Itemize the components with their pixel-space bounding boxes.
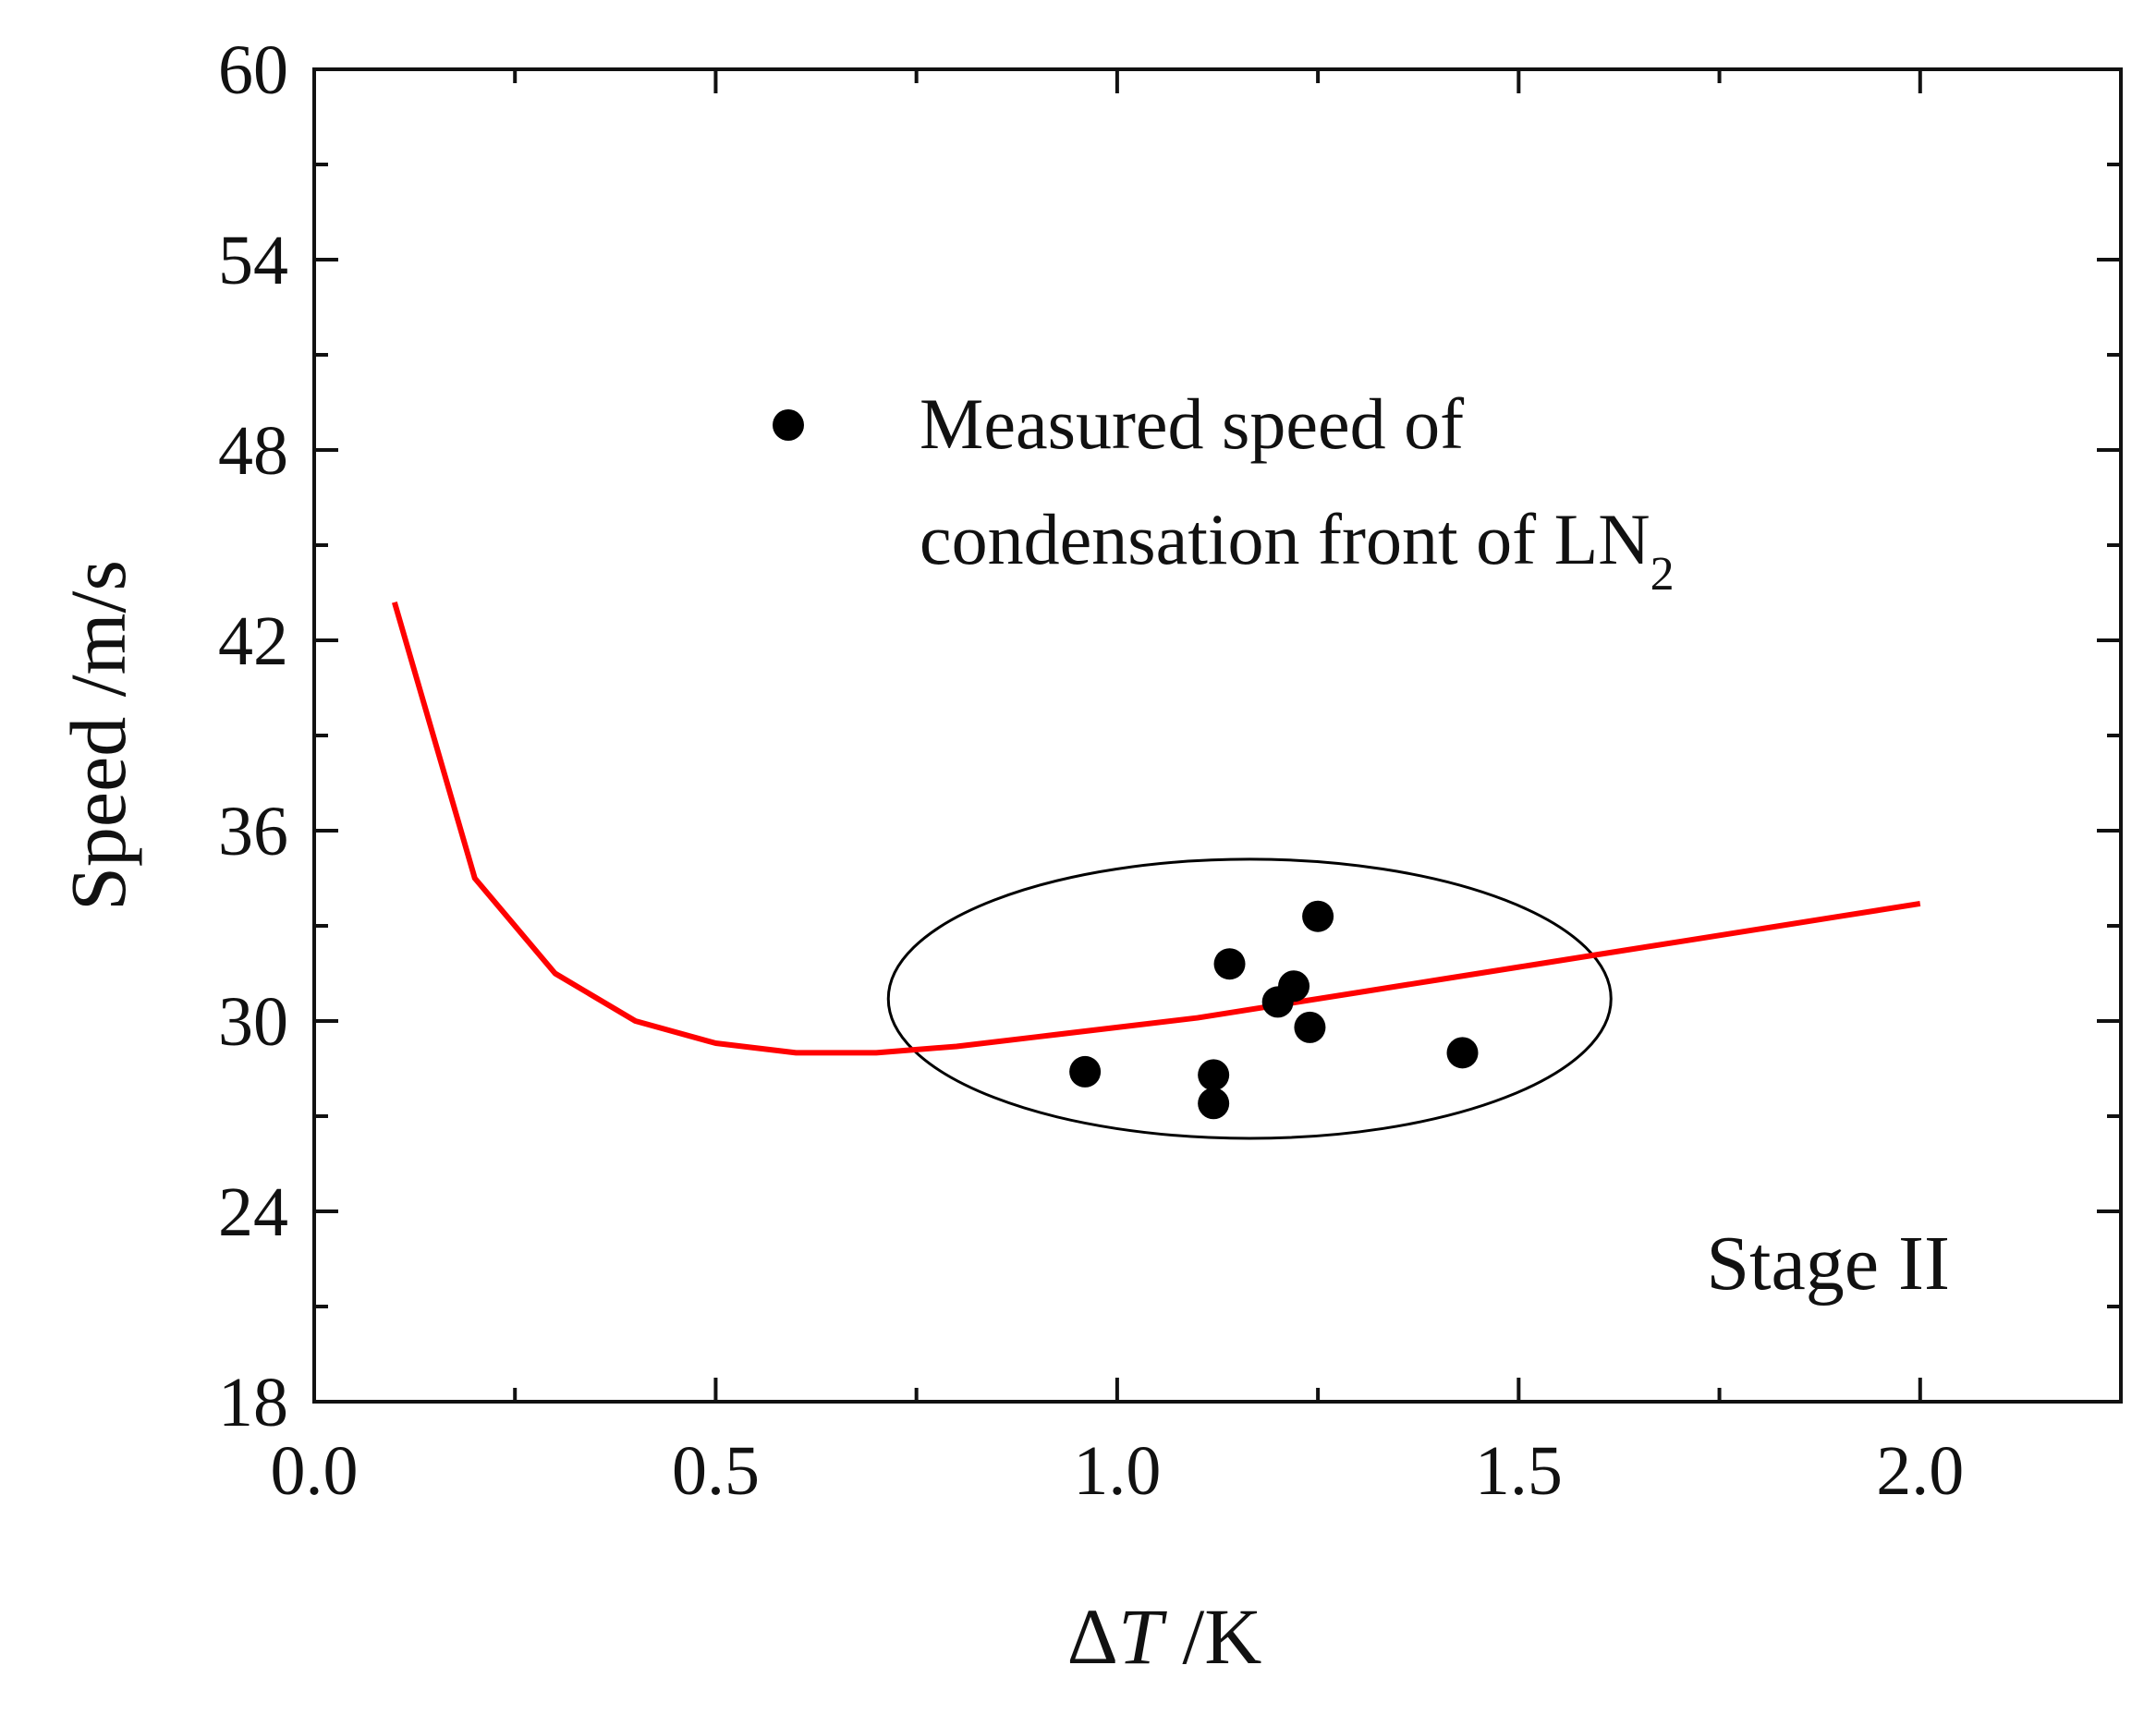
y-tick-label: 30 bbox=[218, 983, 288, 1061]
axis-ticks bbox=[312, 67, 2121, 1404]
y-axis-title: Speed /m/s bbox=[54, 560, 142, 911]
measured-point bbox=[1294, 1011, 1326, 1043]
x-axis-title: ΔT /K bbox=[1067, 1592, 1262, 1681]
measured-point bbox=[1302, 900, 1334, 932]
annotations bbox=[886, 857, 1613, 1140]
x-tick-label: 2.0 bbox=[1876, 1432, 1964, 1510]
measured-point bbox=[1198, 1088, 1230, 1120]
measured-point bbox=[1213, 948, 1246, 980]
x-tick-label: 0.5 bbox=[672, 1432, 760, 1510]
y-tick-label: 54 bbox=[218, 222, 288, 299]
legend-label-line1: Measured speed of bbox=[920, 383, 1464, 464]
y-tick-label: 60 bbox=[218, 31, 288, 109]
highlight-ellipse bbox=[886, 857, 1613, 1140]
legend-label-line2: condensation front of LN2 bbox=[920, 499, 1675, 601]
tick-labels: 0.0 0.5 1.0 1.5 2.0 18 24 30 36 42 48 54 60 bbox=[218, 31, 1964, 1510]
y-tick-label: 36 bbox=[218, 793, 288, 870]
measured-point bbox=[1278, 970, 1310, 1003]
legend: Measured speed of condensation front of … bbox=[773, 383, 1675, 601]
x-tick-label: 1.0 bbox=[1073, 1432, 1161, 1510]
y-tick-label: 24 bbox=[218, 1173, 288, 1251]
model-curve-line bbox=[392, 601, 1921, 1056]
measured-point bbox=[1198, 1059, 1230, 1091]
legend-marker bbox=[773, 409, 804, 441]
measured-point bbox=[1069, 1055, 1102, 1088]
series-layer bbox=[392, 601, 1921, 1120]
x-tick-label: 1.5 bbox=[1475, 1432, 1563, 1510]
x-tick-label: 0.0 bbox=[271, 1432, 359, 1510]
y-tick-label: 18 bbox=[218, 1364, 288, 1441]
stage-label: Stage II bbox=[1706, 1221, 1950, 1307]
y-tick-label: 48 bbox=[218, 412, 288, 490]
measured-point bbox=[1446, 1037, 1479, 1069]
y-tick-label: 42 bbox=[218, 602, 288, 680]
